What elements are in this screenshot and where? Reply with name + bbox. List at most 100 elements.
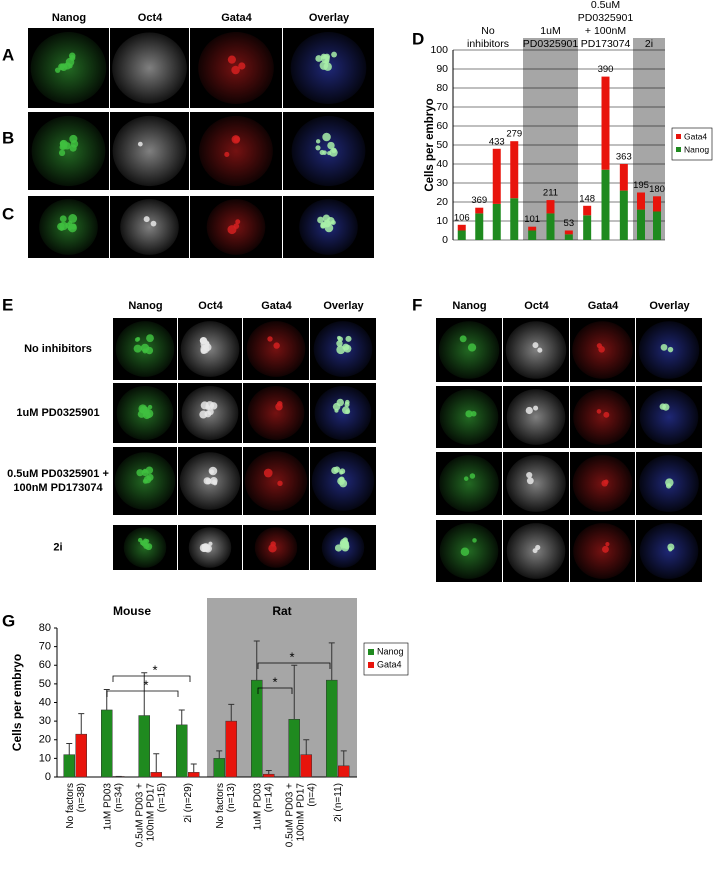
y-tick-label: 10 xyxy=(39,752,51,764)
cell xyxy=(58,149,66,157)
bar xyxy=(338,765,350,778)
legend-label: Gata4 xyxy=(377,659,402,669)
group-label: 2i xyxy=(645,38,653,50)
y-tick-label: 100 xyxy=(430,44,448,56)
cell xyxy=(147,404,153,410)
x-tick-label: (n=38) xyxy=(76,783,87,812)
bar-segment xyxy=(619,164,628,191)
cell xyxy=(212,481,218,486)
x-tick-label: (n=4) xyxy=(306,783,317,807)
error-bar xyxy=(340,750,347,766)
cell xyxy=(327,141,335,150)
cell xyxy=(227,225,237,235)
y-tick-label: 70 xyxy=(436,101,448,113)
cell xyxy=(605,542,610,547)
error-bar xyxy=(265,769,272,775)
panel-label: C xyxy=(2,204,14,223)
x-tick-label: (n=14) xyxy=(263,783,274,812)
y-tick-label: 80 xyxy=(436,82,448,94)
panel-label: F xyxy=(412,295,422,314)
column-header: Overlay xyxy=(309,12,350,24)
legend-swatch xyxy=(368,662,374,668)
bar-annotation: 363 xyxy=(616,152,632,163)
cell xyxy=(263,468,273,478)
bar xyxy=(213,758,225,778)
cell xyxy=(315,55,323,62)
cell xyxy=(69,134,78,143)
row-label: No inhibitors xyxy=(24,343,92,355)
bar-segment xyxy=(510,141,519,199)
bar xyxy=(101,709,113,778)
cell xyxy=(315,139,321,144)
error-bar xyxy=(78,713,85,735)
cell xyxy=(339,479,348,488)
cell xyxy=(208,541,213,546)
legend-swatch xyxy=(368,649,374,655)
cell xyxy=(323,53,330,60)
cell xyxy=(276,400,283,407)
significance-label: * xyxy=(289,649,294,664)
error-bar xyxy=(228,703,235,722)
significance-bracket xyxy=(257,662,331,669)
error-bar xyxy=(303,739,310,755)
cell xyxy=(326,217,335,225)
embryo xyxy=(112,115,187,187)
cell xyxy=(65,57,75,67)
bar-segment xyxy=(492,203,501,240)
embryo xyxy=(314,386,372,440)
column-header: Nanog xyxy=(128,300,162,312)
bar-segment xyxy=(637,192,645,210)
embryo xyxy=(244,451,308,511)
cell xyxy=(322,150,327,155)
column-header: Nanog xyxy=(452,300,486,312)
significance-label: * xyxy=(143,677,148,692)
cell xyxy=(142,348,148,354)
y-tick-label: 20 xyxy=(436,196,448,208)
cell xyxy=(345,335,352,342)
row-label: 100nM PD173074 xyxy=(13,482,103,494)
cell xyxy=(142,411,151,420)
cell xyxy=(267,336,273,342)
cell xyxy=(199,337,207,345)
y-tick-label: 30 xyxy=(436,177,448,189)
legend-label: Nanog xyxy=(377,646,404,656)
embryo xyxy=(199,115,273,187)
cell xyxy=(469,473,476,479)
bar-segment xyxy=(583,205,592,216)
cell xyxy=(227,55,236,64)
cell xyxy=(463,476,469,481)
cell xyxy=(460,547,470,557)
panel-label: E xyxy=(2,295,13,314)
embryo xyxy=(506,455,566,512)
group-label: No xyxy=(481,25,495,37)
bar-segment xyxy=(492,148,501,204)
x-tick-label: 2i (n=11) xyxy=(333,783,344,822)
panel-label: G xyxy=(2,611,15,630)
cell xyxy=(59,215,67,223)
cell xyxy=(339,470,344,475)
group-label: PD0325901 xyxy=(523,38,579,50)
cell xyxy=(602,545,609,553)
cell xyxy=(319,61,329,70)
cell xyxy=(331,51,337,58)
y-tick-label: 0 xyxy=(442,234,448,246)
error-bar xyxy=(253,640,260,681)
y-tick-label: 60 xyxy=(39,659,51,671)
embryo xyxy=(639,389,699,445)
legend-label: Nanog xyxy=(684,144,709,154)
bar-segment xyxy=(528,226,537,231)
legend-box xyxy=(671,127,713,161)
y-tick-label: 40 xyxy=(436,158,448,170)
cell xyxy=(231,65,240,75)
bar-annotation: 53 xyxy=(564,218,575,229)
y-axis-label: Cells per embryo xyxy=(10,654,24,751)
column-header: Overlay xyxy=(323,300,364,312)
cell xyxy=(533,405,539,411)
bar-segment xyxy=(619,190,628,240)
row-label: 1uM PD0325901 xyxy=(16,407,99,419)
cell xyxy=(341,406,350,415)
legend-box xyxy=(363,642,409,676)
y-tick-label: 40 xyxy=(39,696,51,708)
embryo xyxy=(291,115,366,187)
